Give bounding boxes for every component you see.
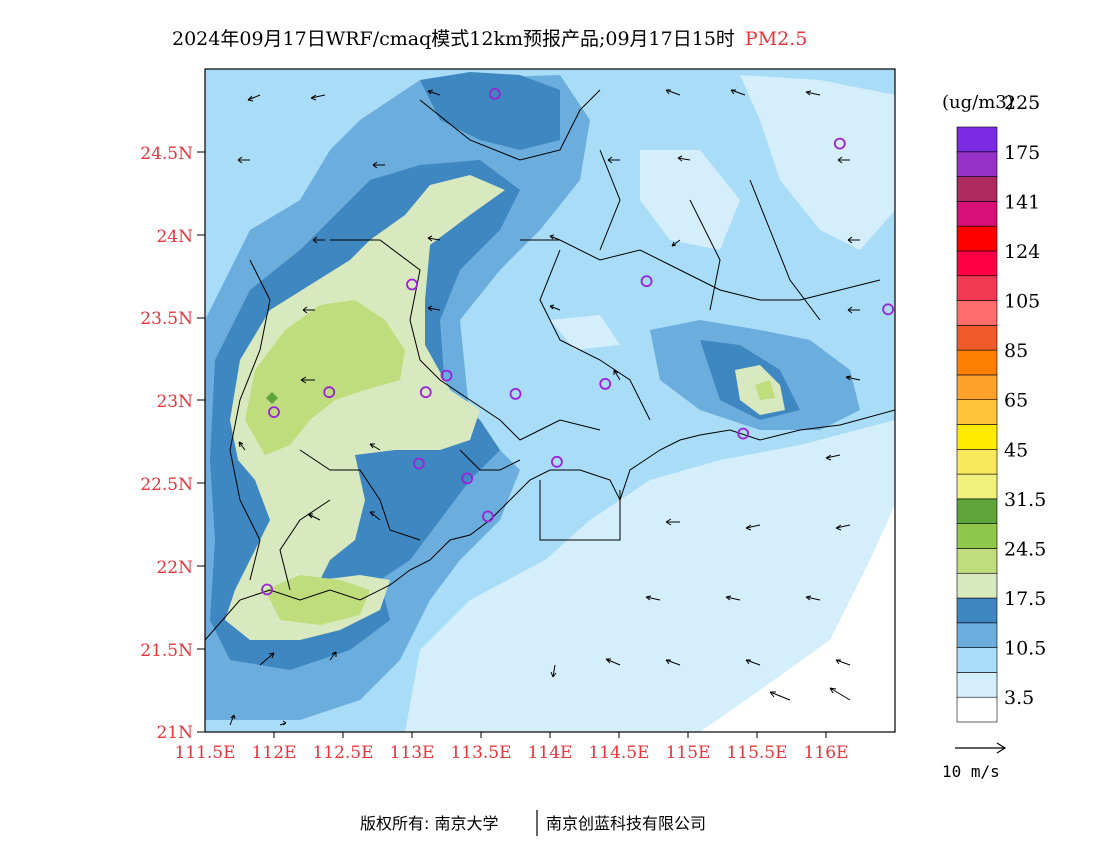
- colorbar-label: 105: [1004, 291, 1040, 313]
- colorbar-label: 24.5: [1004, 538, 1046, 560]
- colorbar-swatches: [956, 126, 998, 723]
- wind-reference-arrow-icon: [955, 742, 1007, 754]
- concentration-field: [205, 69, 895, 732]
- colorbar-swatch: [956, 250, 998, 277]
- y-tick-label: 24N: [156, 227, 193, 247]
- colorbar: (ug/m3) 3.5 10.5 17.5 24.5 31.5 45 65 85 105 124 1…: [942, 92, 1046, 723]
- boundary-lines: [205, 89, 895, 641]
- y-tick-label: 23.5N: [140, 309, 193, 329]
- x-tick-label: 113.5E: [450, 743, 511, 763]
- x-tick-label: 116E: [804, 743, 849, 763]
- station-marker: [419, 386, 432, 399]
- wind-reference-label: 10 m/s: [942, 762, 1000, 781]
- colorbar-swatch: [956, 548, 998, 574]
- station-marker: [412, 457, 425, 470]
- station-markers: [261, 88, 894, 596]
- colorbar-swatch: [956, 448, 998, 475]
- wind-reference: 10 m/s: [942, 742, 1007, 781]
- station-marker: [833, 137, 846, 150]
- station-marker: [640, 275, 653, 288]
- station-marker: [268, 406, 280, 419]
- colorbar-labels: 3.5 10.5 17.5 24.5 31.5 45 65 85 105 124 141 175 225: [1004, 92, 1046, 709]
- y-tick-label: 22.5N: [140, 475, 193, 495]
- colorbar-swatch: [956, 176, 998, 202]
- colorbar-label: 65: [1004, 390, 1028, 412]
- y-tick-label: 23N: [156, 392, 193, 412]
- footer-company: 南京创蓝科技有限公司: [546, 814, 706, 833]
- colorbar-swatch: [956, 523, 998, 549]
- colorbar-swatch: [956, 225, 998, 252]
- colorbar-swatch: [956, 597, 998, 624]
- colorbar-swatch: [956, 696, 998, 723]
- colorbar-swatch: [956, 126, 998, 153]
- y-tick-label: 22N: [156, 558, 193, 578]
- station-marker: [488, 88, 501, 100]
- colorbar-label: 141: [1004, 191, 1040, 213]
- x-tick-label: 113E: [390, 743, 435, 763]
- x-tick-label: 111.5E: [174, 743, 235, 763]
- colorbar-unit: (ug/m3): [942, 92, 1014, 113]
- colorbar-label: 225: [1004, 92, 1040, 114]
- title-main: 2024年09月17日WRF/cmaq模式12km预报产品;09月17日15时: [172, 28, 735, 50]
- y-tick-label: 24.5N: [140, 144, 193, 164]
- station-marker: [261, 583, 274, 596]
- colorbar-swatch: [956, 349, 998, 376]
- colorbar-swatch: [956, 201, 998, 227]
- map-panel: 21N 21.5N 22N 22.5N 23N 23.5N 24N 24.5N …: [140, 68, 896, 763]
- station-marker: [323, 386, 336, 399]
- footer-copyright: 版权所有: 南京大学: [360, 814, 498, 833]
- station-marker: [509, 387, 522, 400]
- station-marker: [481, 510, 494, 523]
- y-axis: 21N 21.5N 22N 22.5N 23N 23.5N 24N 24.5N: [140, 144, 205, 743]
- title-pollutant: PM2.5: [745, 28, 807, 50]
- colorbar-swatch: [956, 498, 998, 524]
- colorbar-swatch: [956, 300, 998, 326]
- colorbar-swatch: [956, 647, 998, 673]
- x-tick-label: 114.5E: [588, 743, 649, 763]
- colorbar-swatch: [956, 473, 998, 500]
- station-marker: [599, 377, 612, 390]
- x-tick-label: 112.5E: [312, 743, 373, 763]
- footer: 版权所有: 南京大学 南京创蓝科技有限公司: [360, 810, 706, 836]
- x-tick-label: 112E: [252, 743, 297, 763]
- x-tick-label: 114E: [528, 743, 573, 763]
- colorbar-swatch: [956, 399, 998, 425]
- colorbar-swatch: [956, 151, 998, 177]
- station-marker: [551, 455, 563, 468]
- colorbar-swatch: [956, 672, 998, 698]
- colorbar-label: 85: [1004, 340, 1028, 362]
- colorbar-label: 10.5: [1004, 638, 1046, 660]
- colorbar-swatch: [956, 325, 998, 351]
- station-marker: [440, 369, 453, 382]
- figure-title: 2024年09月17日WRF/cmaq模式12km预报产品;09月17日15时 P…: [172, 28, 807, 50]
- colorbar-swatch: [956, 572, 998, 599]
- colorbar-swatch: [956, 374, 998, 401]
- colorbar-label: 3.5: [1004, 687, 1034, 709]
- colorbar-label: 45: [1004, 439, 1028, 461]
- x-tick-label: 115.5E: [726, 743, 787, 763]
- y-tick-label: 21.5N: [140, 641, 193, 661]
- colorbar-swatch: [956, 275, 998, 301]
- y-tick-label: 21N: [156, 723, 193, 743]
- colorbar-label: 175: [1004, 142, 1040, 164]
- colorbar-label: 17.5: [1004, 588, 1046, 610]
- x-tick-label: 115E: [666, 743, 711, 763]
- colorbar-swatch: [956, 622, 998, 648]
- colorbar-swatch: [956, 424, 998, 450]
- colorbar-label: 124: [1004, 241, 1040, 263]
- station-marker: [406, 278, 418, 291]
- x-axis: 111.5E 112E 112.5E 113E 113.5E 114E 114.…: [174, 732, 848, 763]
- colorbar-label: 31.5: [1004, 489, 1046, 511]
- station-marker: [882, 303, 894, 316]
- wind-vectors: [229, 89, 861, 726]
- station-marker: [737, 427, 750, 440]
- station-marker: [461, 472, 474, 485]
